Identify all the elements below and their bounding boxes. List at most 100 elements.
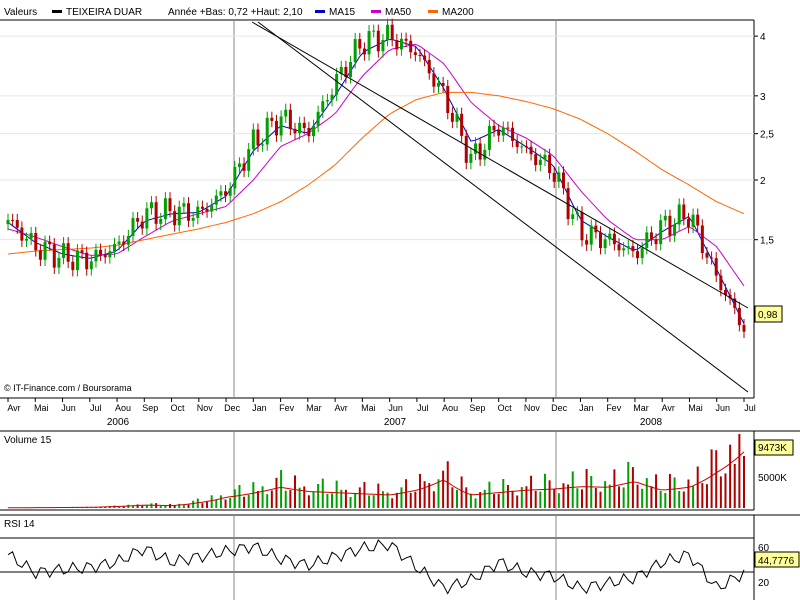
legend-valeurs: Valeurs bbox=[4, 7, 37, 18]
month-label: Sep bbox=[469, 403, 485, 413]
candle-body bbox=[691, 214, 695, 227]
candle-body bbox=[668, 215, 672, 236]
candle-body bbox=[538, 159, 542, 166]
candle-body bbox=[38, 250, 42, 260]
month-label: Avr bbox=[7, 403, 20, 413]
month-label: Fev bbox=[279, 403, 295, 413]
candle-body bbox=[108, 251, 112, 258]
volume-label: Volume 15 bbox=[4, 435, 52, 446]
candle-body bbox=[686, 219, 690, 227]
candle-body bbox=[43, 241, 47, 260]
rsi-line bbox=[7, 539, 745, 595]
candle-body bbox=[390, 24, 394, 41]
price-tick-label: 2,5 bbox=[760, 130, 774, 141]
candle-body bbox=[580, 212, 584, 241]
candle-body bbox=[603, 239, 607, 249]
month-label: Aou bbox=[115, 403, 131, 413]
candle-body bbox=[85, 252, 89, 270]
trend-line-upper bbox=[251, 21, 749, 309]
candle-body bbox=[284, 109, 288, 117]
candle-body bbox=[710, 257, 714, 259]
candle-body bbox=[705, 253, 709, 258]
candle-body bbox=[677, 204, 681, 225]
candle-body bbox=[617, 244, 621, 251]
legend-range: Année +Bas: 0,72 +Haut: 2,10 bbox=[168, 7, 303, 18]
candle-body bbox=[242, 163, 246, 171]
candle-body bbox=[659, 220, 663, 245]
candle-body bbox=[696, 214, 700, 226]
candle-body bbox=[682, 204, 686, 220]
month-label: Mar bbox=[306, 403, 322, 413]
candle-body bbox=[497, 130, 501, 136]
candle-body bbox=[589, 225, 593, 245]
last-price-value: 0,98 bbox=[758, 310, 778, 321]
candle-body bbox=[11, 219, 15, 221]
candle-body bbox=[103, 254, 107, 258]
candle-body bbox=[131, 218, 135, 237]
candle-body bbox=[557, 172, 561, 182]
candle-body bbox=[552, 172, 556, 182]
candle-body bbox=[330, 94, 334, 101]
candle-body bbox=[409, 40, 413, 53]
candle-body bbox=[737, 307, 741, 326]
candle-body bbox=[159, 219, 163, 224]
candle-body bbox=[177, 206, 181, 226]
volume-panel: Volume 15 9473K 5000K bbox=[0, 430, 800, 511]
candle-body bbox=[182, 203, 186, 207]
candle-body bbox=[399, 38, 403, 50]
month-label: Jul bbox=[90, 403, 102, 413]
candle-body bbox=[358, 39, 362, 49]
candle-body bbox=[622, 248, 626, 251]
candle-body bbox=[145, 208, 149, 229]
candle-body bbox=[25, 238, 29, 241]
candle-body bbox=[450, 112, 454, 122]
volume-bars bbox=[7, 434, 745, 508]
candle-body bbox=[265, 117, 269, 145]
last-price-box bbox=[754, 305, 783, 323]
candle-body bbox=[362, 48, 366, 55]
month-label: Fev bbox=[606, 403, 622, 413]
candle-body bbox=[427, 60, 431, 74]
candle-body bbox=[714, 258, 718, 276]
candle-body bbox=[501, 127, 505, 136]
candle-body bbox=[599, 232, 603, 249]
candle-body bbox=[534, 154, 538, 166]
candle-body bbox=[256, 129, 260, 146]
legend-stock: TEIXEIRA DUAR bbox=[66, 7, 142, 18]
month-label: Jun bbox=[715, 403, 730, 413]
candle-body bbox=[20, 227, 24, 241]
candle-body bbox=[15, 219, 19, 228]
month-label: Jun bbox=[388, 403, 403, 413]
candle-body bbox=[140, 221, 144, 229]
candle-body bbox=[122, 241, 126, 245]
candle-body bbox=[99, 249, 103, 255]
candle-body bbox=[626, 246, 630, 249]
price-tick-label: 3 bbox=[760, 92, 766, 103]
price-tick-label: 4 bbox=[760, 32, 766, 43]
price-panel: 4 3 2,5 2 1,5 0,98 © IT-Finance.com / Bourso… bbox=[0, 18, 783, 399]
candle-body bbox=[719, 275, 723, 291]
year-label-2006: 2006 bbox=[107, 417, 130, 428]
legend-ma50-swatch bbox=[371, 10, 381, 13]
trend-line-lower bbox=[257, 21, 749, 393]
legend-ma200: MA200 bbox=[442, 7, 474, 18]
month-label: Dec bbox=[224, 403, 241, 413]
candle-body bbox=[543, 154, 547, 160]
candle-body bbox=[6, 219, 10, 225]
candle-body bbox=[436, 82, 440, 87]
month-label: Jan bbox=[252, 403, 267, 413]
credit: © IT-Finance.com / Boursorama bbox=[4, 383, 132, 393]
candle-body bbox=[566, 188, 570, 219]
candle-body bbox=[307, 127, 311, 137]
month-label: Nov bbox=[197, 403, 214, 413]
candle-body bbox=[302, 122, 306, 128]
candle-body bbox=[432, 73, 436, 87]
candle-body bbox=[117, 241, 121, 244]
legend-stock-swatch bbox=[52, 10, 62, 13]
month-label: Aou bbox=[442, 403, 458, 413]
candle-body bbox=[163, 198, 167, 220]
candle-body bbox=[446, 85, 450, 113]
last-rsi-value: 44,7776 bbox=[758, 556, 795, 567]
volume-average-line bbox=[7, 451, 745, 509]
candle-body bbox=[75, 250, 79, 271]
